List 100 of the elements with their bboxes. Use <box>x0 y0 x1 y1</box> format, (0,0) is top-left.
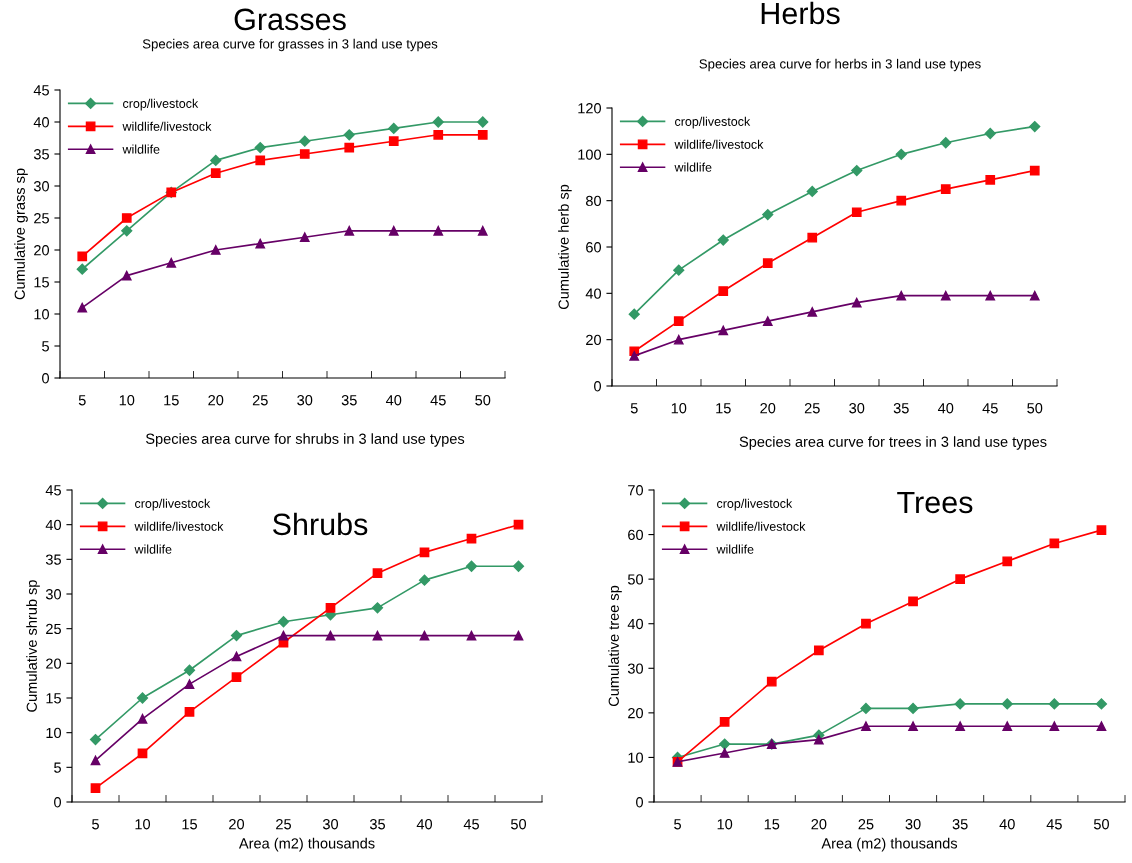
x-tick-label: 30 <box>297 395 313 406</box>
x-tick-label: 15 <box>182 819 197 830</box>
legend-label: crop/livestock <box>123 98 199 111</box>
chart-title: Species area curve for trees in 3 land use types <box>739 436 1047 450</box>
y-tick-label: 15 <box>34 277 49 288</box>
y-tick-label: 30 <box>45 589 62 600</box>
x-tick-label: 10 <box>717 819 733 830</box>
x-tick-label: 45 <box>463 819 479 830</box>
chart-subtitle: Species area curve for herbs in 3 land use types <box>699 58 981 72</box>
legend-label: wildlife <box>134 544 172 554</box>
annotation: Trees <box>897 491 973 514</box>
y-tick-label: 40 <box>45 519 62 531</box>
x-tick-label: 5 <box>674 819 681 830</box>
y-axis-title: Cumulative tree sp <box>608 585 622 707</box>
y-tick-label: 20 <box>46 658 62 669</box>
y-tick-label: 60 <box>628 529 644 540</box>
chart-title: Herbs <box>761 1 840 25</box>
x-tick-label: 20 <box>760 403 776 414</box>
y-tick-label: 10 <box>628 752 644 763</box>
legend-label: wildlife/livestock <box>134 521 224 531</box>
x-tick-label: 20 <box>208 395 224 406</box>
x-tick-label: 25 <box>858 819 874 830</box>
y-tick-label: 0 <box>636 797 644 808</box>
x-tick-label: 30 <box>322 819 339 830</box>
x-tick-label: 15 <box>716 403 731 414</box>
y-axis-title: Cumulative herb sp <box>558 184 572 310</box>
y-tick-label: 15 <box>46 693 61 704</box>
x-tick-label: 30 <box>849 403 865 414</box>
chart-subtitle: Species area curve for grasses in 3 land use types <box>142 38 438 52</box>
x-tick-label: 40 <box>416 819 433 830</box>
y-tick-label: 60 <box>586 242 602 253</box>
y-tick-label: 10 <box>46 727 62 739</box>
y-tick-label: 0 <box>54 797 62 808</box>
legend-label: wildlife/livestock <box>716 521 806 531</box>
y-tick-label: 5 <box>42 341 49 352</box>
x-tick-label: 40 <box>999 819 1015 830</box>
legend-label: wildlife <box>122 144 160 154</box>
y-tick-label: 20 <box>628 707 644 719</box>
y-tick-label: 40 <box>585 288 602 299</box>
y-tick-label: 40 <box>33 117 50 128</box>
y-tick-label: 80 <box>586 195 602 207</box>
chart-title: Species area curve for shrubs in 3 land use types <box>145 433 465 447</box>
y-tick-label: 0 <box>594 381 602 392</box>
y-tick-label: 45 <box>33 85 49 96</box>
x-tick-label: 45 <box>430 395 446 406</box>
y-tick-label: 5 <box>54 762 61 773</box>
y-tick-label: 45 <box>45 485 61 496</box>
x-tick-label: 25 <box>276 819 291 830</box>
legend-label: crop/livestock <box>135 498 211 511</box>
x-axis-title: Area (m2) thousands <box>238 837 375 852</box>
x-tick-label: 20 <box>811 819 827 830</box>
legend-label: crop/livestock <box>675 116 751 129</box>
legend-label: wildlife <box>674 162 712 172</box>
x-tick-label: 15 <box>764 819 780 830</box>
y-tick-label: 50 <box>627 574 644 585</box>
y-axis-title: Cumulative grass sp <box>14 168 28 300</box>
y-tick-label: 25 <box>34 213 49 224</box>
y-axis-title: Cumulative shrub sp <box>26 580 40 712</box>
y-tick-label: 35 <box>45 554 61 565</box>
x-tick-label: 30 <box>905 819 921 830</box>
y-tick-label: 100 <box>578 149 602 160</box>
x-tick-label: 10 <box>671 403 687 414</box>
y-tick-label: 20 <box>586 334 602 346</box>
x-tick-label: 50 <box>1027 403 1043 414</box>
y-tick-label: 10 <box>34 309 50 320</box>
x-tick-label: 45 <box>982 403 998 414</box>
x-tick-label: 10 <box>119 395 135 406</box>
x-tick-label: 35 <box>341 395 357 406</box>
x-tick-label: 50 <box>1093 819 1109 830</box>
x-tick-label: 20 <box>229 819 245 830</box>
x-tick-label: 5 <box>78 395 86 406</box>
x-tick-label: 5 <box>92 819 99 830</box>
x-axis-title: Area (m2) thousands <box>821 837 958 852</box>
x-tick-label: 40 <box>937 403 954 414</box>
chart-title: Grasses <box>234 8 346 31</box>
legend-label: wildlife <box>716 544 754 554</box>
x-tick-label: 25 <box>804 403 820 414</box>
legend-label: wildlife/livestock <box>674 139 764 149</box>
x-tick-label: 10 <box>135 819 151 830</box>
legend-label: wildlife/livestock <box>122 121 212 131</box>
y-tick-label: 20 <box>34 245 50 256</box>
x-tick-label: 40 <box>385 395 402 406</box>
x-tick-label: 35 <box>952 819 968 830</box>
y-tick-label: 120 <box>578 103 602 114</box>
y-tick-label: 40 <box>627 618 644 630</box>
x-tick-label: 35 <box>369 819 385 830</box>
y-tick-label: 35 <box>33 149 49 160</box>
legend-label: crop/livestock <box>717 498 793 511</box>
x-tick-label: 15 <box>164 395 179 406</box>
y-tick-label: 30 <box>627 663 644 674</box>
y-tick-label: 25 <box>46 623 61 635</box>
x-tick-label: 50 <box>510 819 527 830</box>
annotation: Shrubs <box>272 512 368 536</box>
x-tick-label: 50 <box>475 395 491 406</box>
y-tick-label: 0 <box>42 373 50 384</box>
x-tick-label: 25 <box>252 395 268 406</box>
x-tick-label: 35 <box>893 403 909 414</box>
y-tick-label: 70 <box>628 485 644 496</box>
x-tick-label: 45 <box>1046 819 1062 830</box>
y-tick-label: 30 <box>33 181 50 192</box>
